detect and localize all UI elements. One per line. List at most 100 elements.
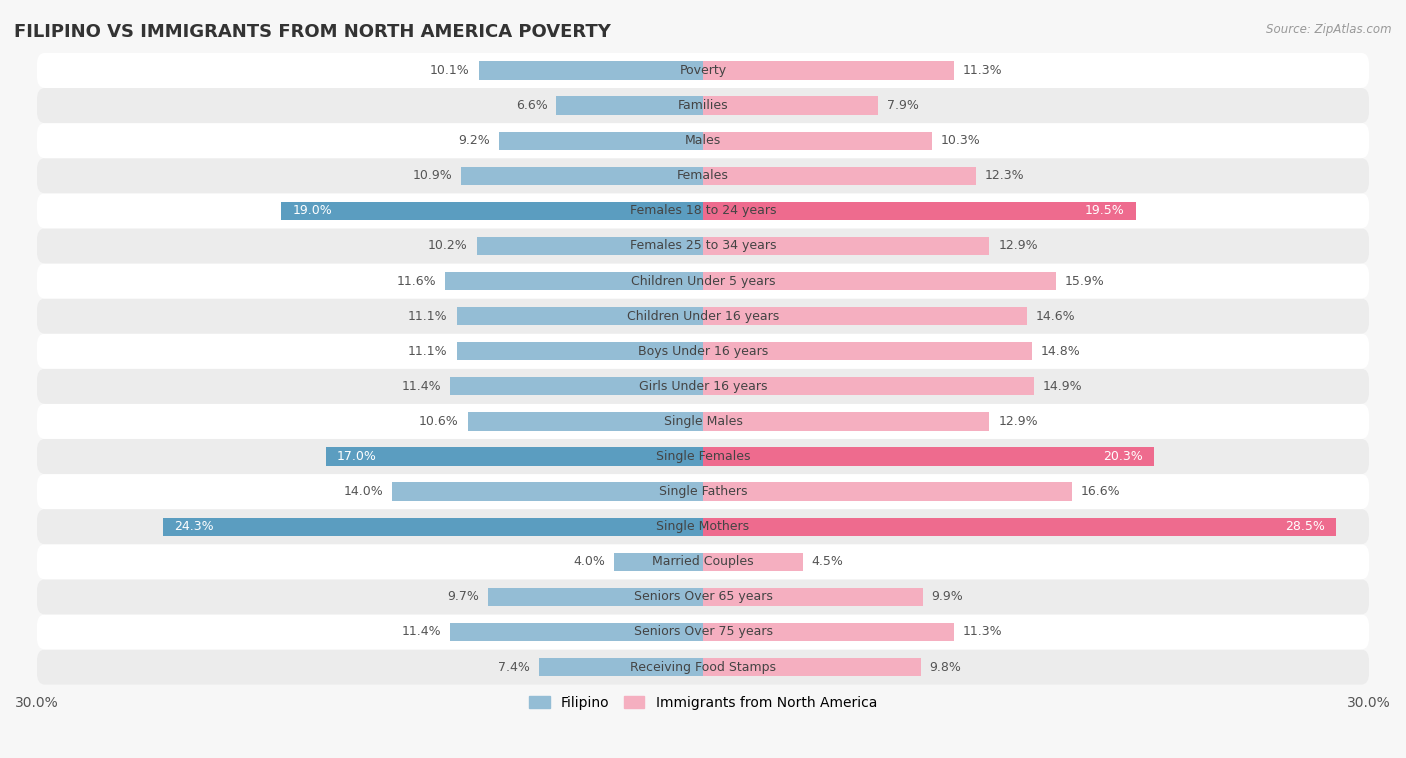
Text: 15.9%: 15.9% (1064, 274, 1105, 287)
Bar (703, 658, 921, 676)
Bar (499, 131, 703, 150)
Bar (450, 377, 703, 396)
Bar (446, 272, 703, 290)
Text: Single Males: Single Males (664, 415, 742, 428)
Text: 11.1%: 11.1% (408, 309, 447, 323)
FancyBboxPatch shape (37, 650, 1369, 684)
Text: 28.5%: 28.5% (1285, 520, 1324, 533)
FancyBboxPatch shape (37, 544, 1369, 579)
Text: 16.6%: 16.6% (1080, 485, 1121, 498)
Bar (326, 447, 703, 465)
Text: 11.3%: 11.3% (963, 625, 1002, 638)
Bar (703, 447, 1154, 465)
Bar (703, 272, 1056, 290)
FancyBboxPatch shape (37, 88, 1369, 123)
FancyBboxPatch shape (37, 299, 1369, 334)
Bar (538, 658, 703, 676)
Bar (703, 342, 1032, 360)
FancyBboxPatch shape (37, 158, 1369, 193)
FancyBboxPatch shape (37, 579, 1369, 615)
Text: 14.0%: 14.0% (343, 485, 384, 498)
Text: 14.9%: 14.9% (1043, 380, 1083, 393)
Text: 24.3%: 24.3% (174, 520, 214, 533)
Text: Males: Males (685, 134, 721, 147)
Text: Single Fathers: Single Fathers (659, 485, 747, 498)
Text: 10.2%: 10.2% (427, 240, 468, 252)
Text: 9.7%: 9.7% (447, 590, 478, 603)
FancyBboxPatch shape (37, 615, 1369, 650)
Bar (468, 412, 703, 431)
Text: 6.6%: 6.6% (516, 99, 547, 112)
Text: Married Couples: Married Couples (652, 556, 754, 568)
Text: Poverty: Poverty (679, 64, 727, 77)
Bar (703, 518, 1336, 536)
Text: 9.2%: 9.2% (458, 134, 489, 147)
Bar (703, 587, 922, 606)
Bar (703, 482, 1071, 501)
Bar (478, 61, 703, 80)
FancyBboxPatch shape (37, 53, 1369, 88)
FancyBboxPatch shape (37, 439, 1369, 474)
Bar (703, 202, 1136, 220)
Text: 9.9%: 9.9% (932, 590, 963, 603)
Text: 7.4%: 7.4% (498, 660, 530, 674)
Text: Source: ZipAtlas.com: Source: ZipAtlas.com (1267, 23, 1392, 36)
FancyBboxPatch shape (37, 193, 1369, 228)
Text: 10.1%: 10.1% (430, 64, 470, 77)
Text: Girls Under 16 years: Girls Under 16 years (638, 380, 768, 393)
Text: 10.3%: 10.3% (941, 134, 980, 147)
Text: 7.9%: 7.9% (887, 99, 920, 112)
Bar (450, 623, 703, 641)
Text: Single Mothers: Single Mothers (657, 520, 749, 533)
Text: 4.0%: 4.0% (574, 556, 606, 568)
Text: Seniors Over 75 years: Seniors Over 75 years (634, 625, 772, 638)
Text: Families: Families (678, 99, 728, 112)
Text: 11.4%: 11.4% (401, 625, 441, 638)
Bar (703, 236, 990, 255)
Bar (703, 167, 976, 185)
Bar (703, 377, 1033, 396)
Text: 11.3%: 11.3% (963, 64, 1002, 77)
FancyBboxPatch shape (37, 123, 1369, 158)
Bar (703, 553, 803, 571)
Bar (281, 202, 703, 220)
Bar (163, 518, 703, 536)
Text: 11.4%: 11.4% (401, 380, 441, 393)
Text: 10.6%: 10.6% (419, 415, 458, 428)
Bar (703, 412, 990, 431)
Text: Females: Females (678, 169, 728, 182)
Text: Children Under 16 years: Children Under 16 years (627, 309, 779, 323)
Bar (392, 482, 703, 501)
Text: 14.8%: 14.8% (1040, 345, 1080, 358)
Text: Children Under 5 years: Children Under 5 years (631, 274, 775, 287)
Text: 9.8%: 9.8% (929, 660, 962, 674)
Bar (703, 131, 932, 150)
Bar (703, 307, 1028, 325)
Bar (703, 96, 879, 114)
Bar (614, 553, 703, 571)
Text: 12.3%: 12.3% (986, 169, 1025, 182)
Text: 19.5%: 19.5% (1085, 205, 1125, 218)
Bar (703, 623, 953, 641)
Text: Single Females: Single Females (655, 450, 751, 463)
Text: 11.1%: 11.1% (408, 345, 447, 358)
Text: FILIPINO VS IMMIGRANTS FROM NORTH AMERICA POVERTY: FILIPINO VS IMMIGRANTS FROM NORTH AMERIC… (14, 23, 612, 41)
Bar (457, 342, 703, 360)
FancyBboxPatch shape (37, 264, 1369, 299)
Bar (488, 587, 703, 606)
Text: Females 18 to 24 years: Females 18 to 24 years (630, 205, 776, 218)
FancyBboxPatch shape (37, 228, 1369, 264)
FancyBboxPatch shape (37, 474, 1369, 509)
Text: Females 25 to 34 years: Females 25 to 34 years (630, 240, 776, 252)
Text: Seniors Over 65 years: Seniors Over 65 years (634, 590, 772, 603)
Text: 12.9%: 12.9% (998, 415, 1038, 428)
Text: Boys Under 16 years: Boys Under 16 years (638, 345, 768, 358)
FancyBboxPatch shape (37, 509, 1369, 544)
Text: 4.5%: 4.5% (811, 556, 844, 568)
Bar (461, 167, 703, 185)
Text: Receiving Food Stamps: Receiving Food Stamps (630, 660, 776, 674)
Bar (557, 96, 703, 114)
FancyBboxPatch shape (37, 368, 1369, 404)
Text: 20.3%: 20.3% (1102, 450, 1143, 463)
Text: 12.9%: 12.9% (998, 240, 1038, 252)
